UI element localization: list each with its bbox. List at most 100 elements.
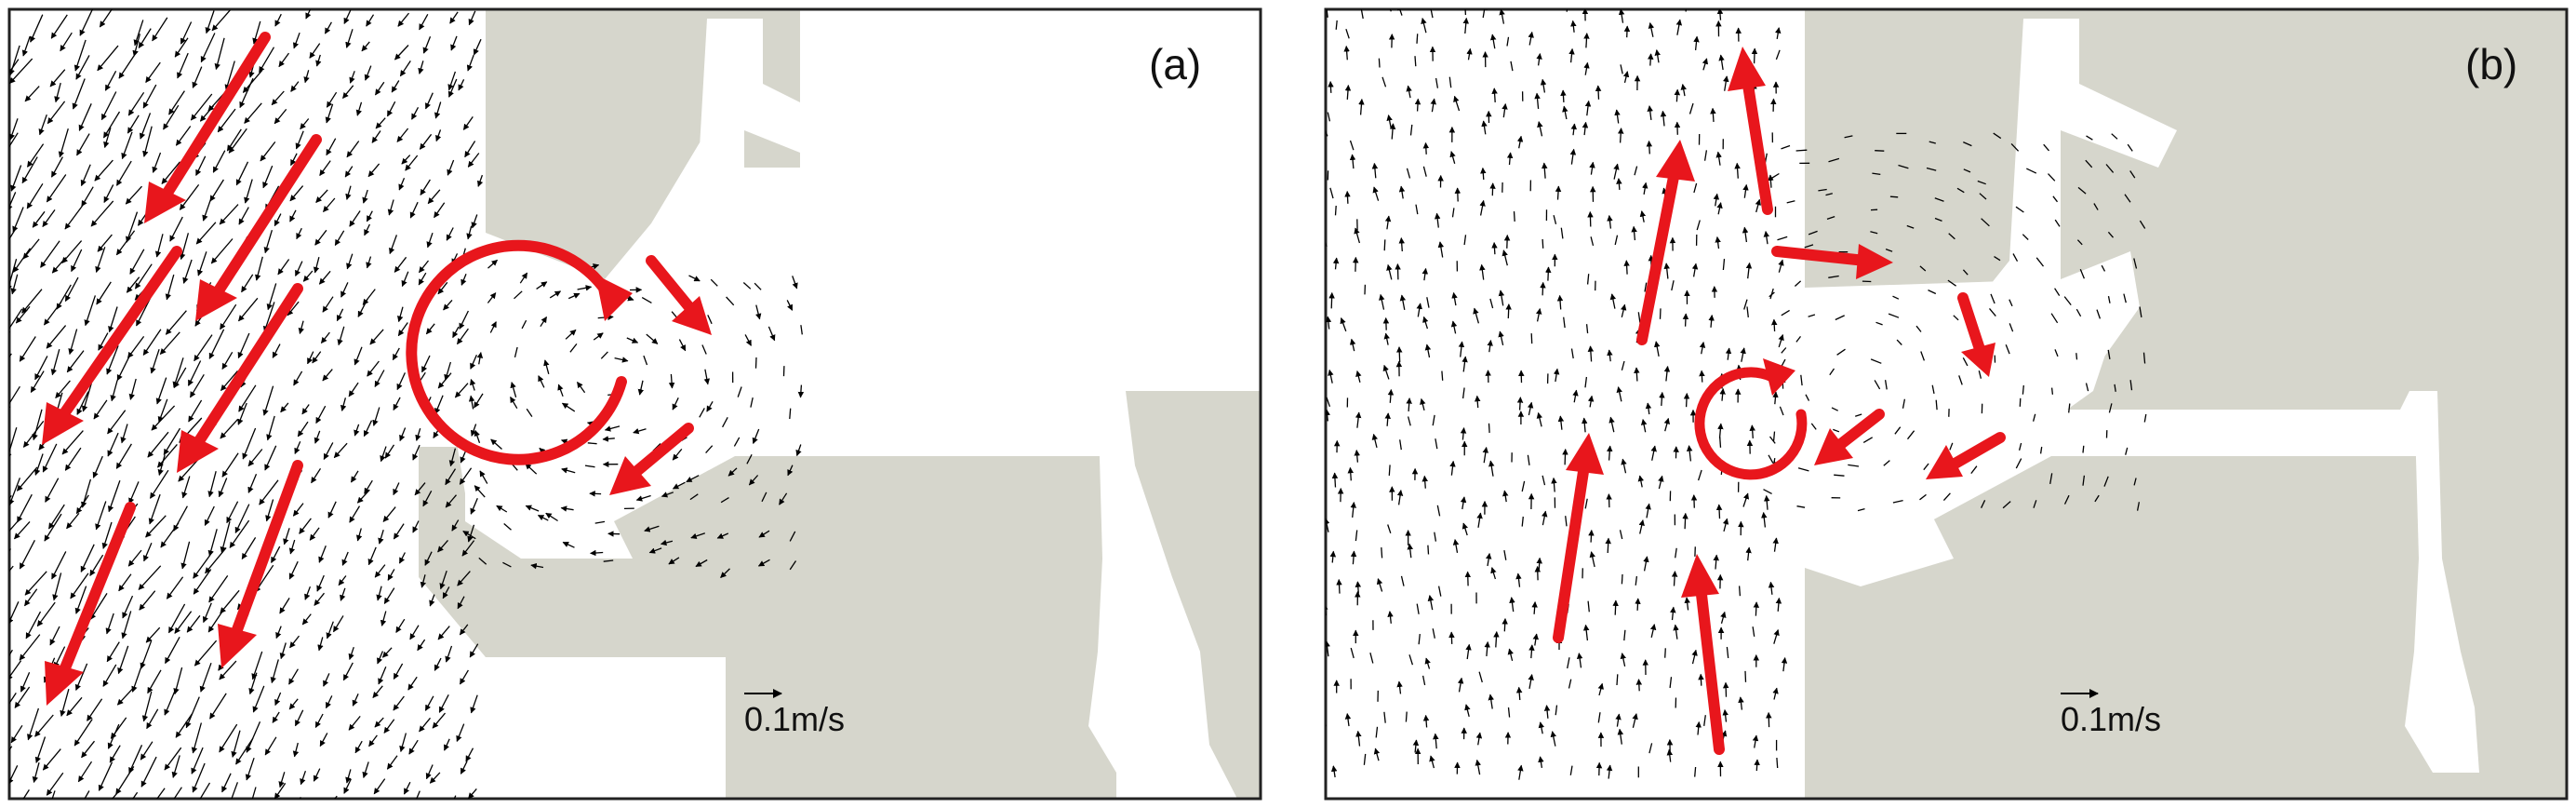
flow-vector — [46, 174, 67, 203]
flow-vector — [108, 306, 118, 333]
flow-vector — [457, 571, 471, 586]
flow-vector — [118, 55, 135, 79]
flow-vector — [1321, 742, 1322, 752]
flow-vector — [1584, 498, 1588, 509]
flow-vector — [87, 698, 103, 721]
flow-vector — [207, 529, 218, 557]
flow-vector — [244, 102, 262, 124]
flow-vector — [89, 593, 108, 620]
flow-vector — [36, 601, 56, 627]
flow-vector — [1540, 78, 1547, 93]
flow-vector — [1565, 516, 1568, 527]
flow-vector — [1422, 141, 1430, 155]
flow-vector — [17, 493, 33, 523]
flow-vector — [235, 737, 254, 765]
flow-vector — [378, 530, 384, 545]
flow-vector — [1883, 460, 1890, 466]
flow-vector — [1640, 418, 1648, 433]
flow-vector — [1427, 545, 1430, 555]
flow-vector — [699, 408, 705, 418]
flow-vector — [1734, 162, 1741, 179]
flow-vector — [98, 332, 109, 351]
flow-vector — [1326, 129, 1328, 137]
flow-vector — [19, 634, 41, 661]
flow-vector — [2079, 269, 2086, 279]
flow-vector — [1683, 393, 1690, 408]
flow-vector — [660, 539, 674, 546]
current-arrow — [190, 283, 303, 452]
flow-vector — [1646, 140, 1653, 155]
panel-a-label: (a) — [1149, 40, 1201, 88]
flow-vector — [614, 357, 629, 363]
flow-vector — [1418, 634, 1421, 645]
flow-vector — [51, 790, 56, 799]
flow-vector — [750, 397, 754, 408]
flow-vector — [1536, 53, 1542, 66]
panel-a-scale: 0.1m/s — [744, 689, 845, 738]
flow-vector — [1919, 265, 1927, 272]
flow-vector — [1631, 225, 1637, 241]
flow-vector — [115, 160, 132, 186]
flow-vector — [1682, 313, 1689, 327]
panel-b-scale: 0.1m/s — [2061, 689, 2161, 738]
flow-vector — [1550, 731, 1556, 747]
flow-vector — [164, 689, 177, 716]
flow-vector — [1675, 19, 1683, 35]
flow-vector — [1421, 675, 1426, 686]
flow-vector — [1389, 9, 1392, 12]
flow-vector — [1451, 208, 1455, 218]
flow-vector — [367, 163, 380, 178]
flow-vector — [1491, 88, 1498, 102]
flow-vector — [1772, 391, 1779, 405]
flow-vector — [134, 263, 153, 290]
flow-vector — [1543, 705, 1551, 719]
flow-vector — [1415, 204, 1419, 215]
flow-vector — [340, 587, 346, 601]
flow-vector — [1358, 98, 1365, 115]
flow-vector — [239, 77, 254, 109]
flow-vector — [10, 724, 23, 744]
flow-vector — [1490, 567, 1497, 580]
flow-vector — [1408, 654, 1414, 666]
flow-vector — [1462, 356, 1468, 372]
flow-vector — [74, 663, 88, 691]
flow-vector — [314, 229, 327, 246]
flow-vector — [462, 116, 474, 130]
flow-vector — [1725, 347, 1732, 360]
flow-vector — [1555, 705, 1558, 716]
flow-vector — [1835, 315, 1845, 321]
flow-vector — [461, 540, 475, 557]
flow-vector — [279, 642, 287, 660]
flow-vector — [1507, 648, 1514, 662]
flow-vector — [1336, 578, 1342, 594]
flow-vector — [1888, 313, 1900, 318]
flow-vector — [1345, 28, 1350, 39]
flow-vector — [727, 467, 738, 477]
flow-vector — [1718, 54, 1725, 71]
flow-vector — [55, 380, 71, 398]
flow-vector — [1648, 21, 1655, 37]
flow-vector — [1753, 601, 1760, 616]
flow-vector — [191, 747, 204, 774]
flow-vector — [1777, 236, 1788, 241]
flow-vector — [127, 91, 145, 116]
flow-vector — [1699, 341, 1706, 355]
flow-vector — [1448, 631, 1455, 644]
flow-vector — [382, 506, 396, 522]
flow-vector — [1350, 647, 1355, 659]
flow-vector — [1742, 183, 1749, 198]
flow-vector — [309, 43, 321, 59]
flow-vector — [453, 795, 457, 799]
flow-vector — [1766, 711, 1772, 728]
flow-vector — [2096, 309, 2102, 319]
flow-vector — [469, 643, 479, 658]
flow-vector — [208, 329, 225, 359]
flow-vector — [1318, 55, 1321, 64]
flow-vector — [165, 636, 180, 665]
flow-vector — [1422, 316, 1429, 330]
flow-vector — [95, 247, 106, 274]
flow-vector — [1645, 402, 1652, 415]
flow-vector — [44, 513, 62, 542]
flow-vector — [1503, 549, 1507, 560]
flow-vector — [2052, 195, 2059, 203]
